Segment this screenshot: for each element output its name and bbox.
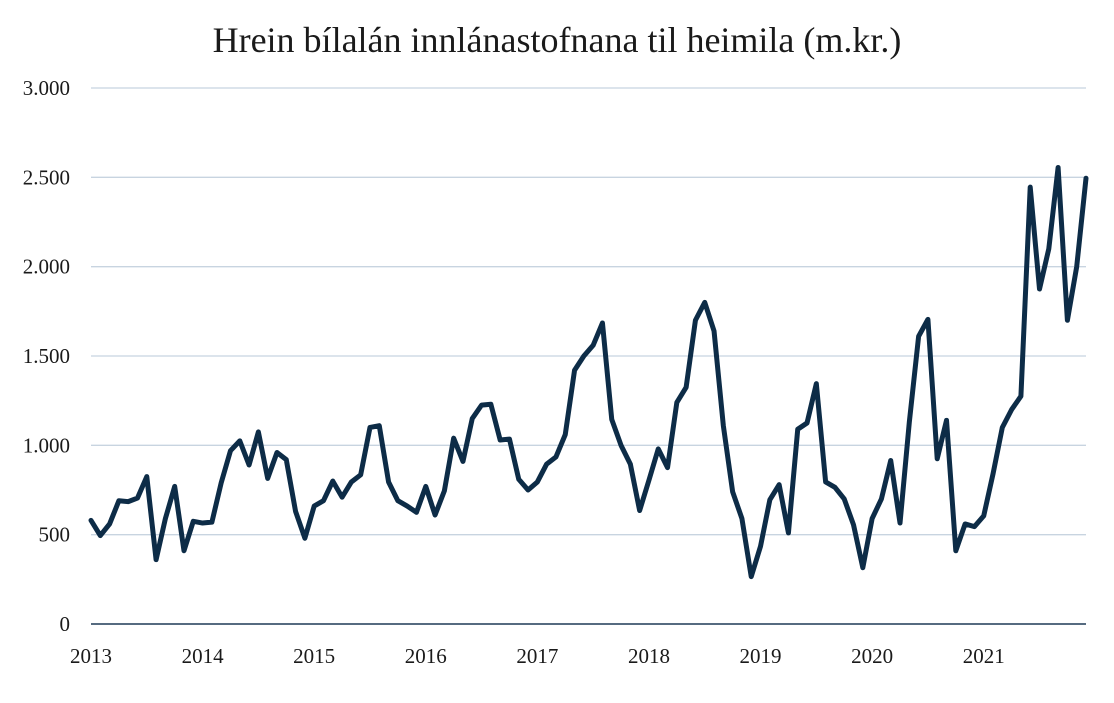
chart-title: Hrein bílalán innlánastofnana til heimil… [213,20,902,60]
x-tick-label: 2021 [963,644,1005,668]
y-tick-label: 0 [60,612,71,636]
y-axis-tick-labels: 0 500 1.000 1.500 2.000 2.500 3.000 [23,76,70,636]
x-tick-label: 2016 [405,644,447,668]
x-tick-label: 2019 [740,644,782,668]
y-tick-label: 1.000 [23,433,70,457]
y-tick-label: 3.000 [23,76,70,100]
x-tick-label: 2014 [182,644,225,668]
gridlines [91,87,1086,536]
x-tick-label: 2015 [293,644,335,668]
y-tick-label: 2.000 [23,255,70,279]
x-tick-label: 2018 [628,644,670,668]
y-tick-label: 1.500 [23,344,70,368]
series-group [88,165,1089,580]
x-tick-label: 2013 [70,644,112,668]
y-tick-label: 2.500 [23,165,70,189]
x-tick-label: 2017 [516,644,558,668]
y-tick-label: 500 [39,523,71,547]
x-axis-tick-labels: 2013 2014 2015 2016 2017 2018 2019 2020 2021 [70,644,1005,668]
x-tick-label: 2020 [851,644,893,668]
series-line [88,165,1089,580]
